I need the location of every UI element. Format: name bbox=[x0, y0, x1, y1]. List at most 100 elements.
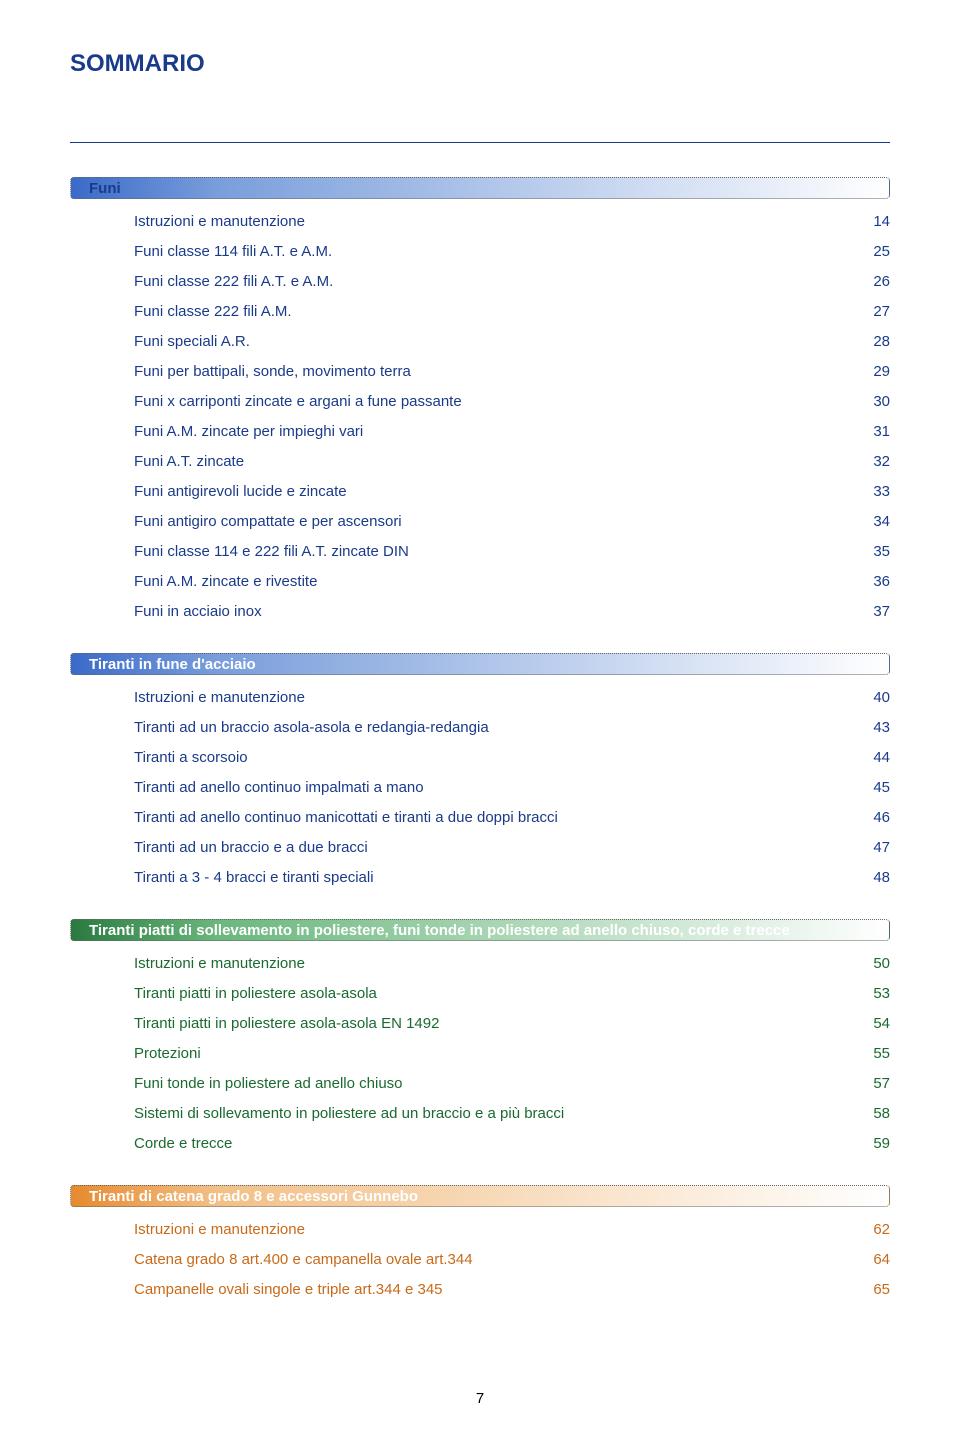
toc-row[interactable]: Sistemi di sollevamento in poliestere ad… bbox=[134, 1099, 890, 1129]
toc-list: Istruzioni e manutenzione50Tiranti piatt… bbox=[70, 949, 890, 1159]
section-header: Tiranti in fune d'acciaio bbox=[70, 653, 890, 675]
toc-label: Funi tonde in poliestere ad anello chius… bbox=[134, 1069, 850, 1099]
toc-label: Tiranti piatti in poliestere asola-asola bbox=[134, 979, 850, 1009]
toc-page: 36 bbox=[850, 567, 890, 597]
toc-label: Funi in acciaio inox bbox=[134, 597, 850, 627]
toc-row[interactable]: Corde e trecce59 bbox=[134, 1129, 890, 1159]
toc-page: 58 bbox=[850, 1099, 890, 1129]
toc-label: Tiranti ad un braccio e a due bracci bbox=[134, 833, 850, 863]
toc-row[interactable]: Funi tonde in poliestere ad anello chius… bbox=[134, 1069, 890, 1099]
page-title: SOMMARIO bbox=[70, 50, 890, 78]
toc-label: Funi classe 222 fili A.T. e A.M. bbox=[134, 267, 850, 297]
section-title: Tiranti piatti di sollevamento in polies… bbox=[71, 922, 790, 939]
toc-page: 44 bbox=[850, 743, 890, 773]
toc-list: Istruzioni e manutenzione14Funi classe 1… bbox=[70, 207, 890, 627]
toc-page: 62 bbox=[850, 1215, 890, 1245]
toc-row[interactable]: Tiranti a 3 - 4 bracci e tiranti special… bbox=[134, 863, 890, 893]
title-rule bbox=[70, 142, 890, 143]
toc-label: Funi per battipali, sonde, movimento ter… bbox=[134, 357, 850, 387]
toc-row[interactable]: Istruzioni e manutenzione40 bbox=[134, 683, 890, 713]
toc-row[interactable]: Funi in acciaio inox37 bbox=[134, 597, 890, 627]
toc-row[interactable]: Tiranti piatti in poliestere asola-asola… bbox=[134, 1009, 890, 1039]
toc-label: Tiranti ad anello continuo impalmati a m… bbox=[134, 773, 850, 803]
toc-row[interactable]: Catena grado 8 art.400 e campanella oval… bbox=[134, 1245, 890, 1275]
toc-page: 31 bbox=[850, 417, 890, 447]
toc-label: Istruzioni e manutenzione bbox=[134, 683, 850, 713]
toc-row[interactable]: Funi A.M. zincate e rivestite36 bbox=[134, 567, 890, 597]
toc-row[interactable]: Protezioni55 bbox=[134, 1039, 890, 1069]
toc-row[interactable]: Istruzioni e manutenzione14 bbox=[134, 207, 890, 237]
toc-row[interactable]: Funi classe 222 fili A.M.27 bbox=[134, 297, 890, 327]
toc-page: 65 bbox=[850, 1275, 890, 1305]
toc-row[interactable]: Funi classe 114 e 222 fili A.T. zincate … bbox=[134, 537, 890, 567]
toc-list: Istruzioni e manutenzione62Catena grado … bbox=[70, 1215, 890, 1305]
toc-page: 34 bbox=[850, 507, 890, 537]
toc-row[interactable]: Tiranti ad anello continuo manicottati e… bbox=[134, 803, 890, 833]
toc-label: Tiranti ad un braccio asola-asola e reda… bbox=[134, 713, 850, 743]
toc-label: Funi antigirevoli lucide e zincate bbox=[134, 477, 850, 507]
toc-page: 27 bbox=[850, 297, 890, 327]
section-header: Tiranti di catena grado 8 e accessori Gu… bbox=[70, 1185, 890, 1207]
section-title: Funi bbox=[71, 180, 121, 197]
toc-page: 29 bbox=[850, 357, 890, 387]
toc-label: Tiranti a 3 - 4 bracci e tiranti special… bbox=[134, 863, 850, 893]
toc-row[interactable]: Funi A.M. zincate per impieghi vari31 bbox=[134, 417, 890, 447]
toc-label: Istruzioni e manutenzione bbox=[134, 949, 850, 979]
toc-row[interactable]: Tiranti ad anello continuo impalmati a m… bbox=[134, 773, 890, 803]
toc-label: Istruzioni e manutenzione bbox=[134, 1215, 850, 1245]
toc-section: Tiranti piatti di sollevamento in polies… bbox=[70, 919, 890, 1159]
toc-label: Tiranti ad anello continuo manicottati e… bbox=[134, 803, 850, 833]
toc-section: FuniIstruzioni e manutenzione14Funi clas… bbox=[70, 177, 890, 627]
toc-label: Funi A.T. zincate bbox=[134, 447, 850, 477]
section-title: Tiranti di catena grado 8 e accessori Gu… bbox=[71, 1188, 418, 1205]
toc-page: 57 bbox=[850, 1069, 890, 1099]
toc-page: 40 bbox=[850, 683, 890, 713]
toc-page: 28 bbox=[850, 327, 890, 357]
toc-row[interactable]: Funi x carriponti zincate e argani a fun… bbox=[134, 387, 890, 417]
toc-label: Campanelle ovali singole e triple art.34… bbox=[134, 1275, 850, 1305]
toc-page: 32 bbox=[850, 447, 890, 477]
toc-section: Tiranti di catena grado 8 e accessori Gu… bbox=[70, 1185, 890, 1305]
toc-row[interactable]: Funi antigirevoli lucide e zincate33 bbox=[134, 477, 890, 507]
toc-page: 48 bbox=[850, 863, 890, 893]
toc-row[interactable]: Tiranti a scorsoio44 bbox=[134, 743, 890, 773]
toc-label: Funi classe 114 fili A.T. e A.M. bbox=[134, 237, 850, 267]
toc-section: Tiranti in fune d'acciaio Istruzioni e ma… bbox=[70, 653, 890, 893]
section-title: Tiranti in fune d'acciaio bbox=[71, 656, 256, 673]
toc-row[interactable]: Funi A.T. zincate32 bbox=[134, 447, 890, 477]
toc-row[interactable]: Tiranti ad un braccio asola-asola e reda… bbox=[134, 713, 890, 743]
toc-row[interactable]: Tiranti ad un braccio e a due bracci47 bbox=[134, 833, 890, 863]
toc-row[interactable]: Funi classe 222 fili A.T. e A.M.26 bbox=[134, 267, 890, 297]
toc-label: Istruzioni e manutenzione bbox=[134, 207, 850, 237]
toc-label: Funi speciali A.R. bbox=[134, 327, 850, 357]
toc-sections: FuniIstruzioni e manutenzione14Funi clas… bbox=[70, 177, 890, 1305]
toc-label: Funi classe 222 fili A.M. bbox=[134, 297, 850, 327]
toc-page: 33 bbox=[850, 477, 890, 507]
toc-page: 59 bbox=[850, 1129, 890, 1159]
toc-page: 64 bbox=[850, 1245, 890, 1275]
toc-row[interactable]: Tiranti piatti in poliestere asola-asola… bbox=[134, 979, 890, 1009]
section-header: Funi bbox=[70, 177, 890, 199]
toc-page: 54 bbox=[850, 1009, 890, 1039]
toc-row[interactable]: Istruzioni e manutenzione62 bbox=[134, 1215, 890, 1245]
section-header: Tiranti piatti di sollevamento in polies… bbox=[70, 919, 890, 941]
toc-page: 14 bbox=[850, 207, 890, 237]
toc-label: Sistemi di sollevamento in poliestere ad… bbox=[134, 1099, 850, 1129]
toc-label: Tiranti a scorsoio bbox=[134, 743, 850, 773]
toc-label: Funi x carriponti zincate e argani a fun… bbox=[134, 387, 850, 417]
toc-label: Funi antigiro compattate e per ascensori bbox=[134, 507, 850, 537]
toc-label: Catena grado 8 art.400 e campanella oval… bbox=[134, 1245, 850, 1275]
toc-row[interactable]: Funi classe 114 fili A.T. e A.M.25 bbox=[134, 237, 890, 267]
toc-row[interactable]: Funi per battipali, sonde, movimento ter… bbox=[134, 357, 890, 387]
toc-label: Funi A.M. zincate e rivestite bbox=[134, 567, 850, 597]
toc-row[interactable]: Funi antigiro compattate e per ascensori… bbox=[134, 507, 890, 537]
toc-page: 37 bbox=[850, 597, 890, 627]
toc-row[interactable]: Funi speciali A.R.28 bbox=[134, 327, 890, 357]
toc-page: 26 bbox=[850, 267, 890, 297]
page-number: 7 bbox=[0, 1390, 960, 1407]
toc-label: Funi classe 114 e 222 fili A.T. zincate … bbox=[134, 537, 850, 567]
toc-page: 55 bbox=[850, 1039, 890, 1069]
toc-page: 25 bbox=[850, 237, 890, 267]
toc-row[interactable]: Istruzioni e manutenzione50 bbox=[134, 949, 890, 979]
toc-row[interactable]: Campanelle ovali singole e triple art.34… bbox=[134, 1275, 890, 1305]
